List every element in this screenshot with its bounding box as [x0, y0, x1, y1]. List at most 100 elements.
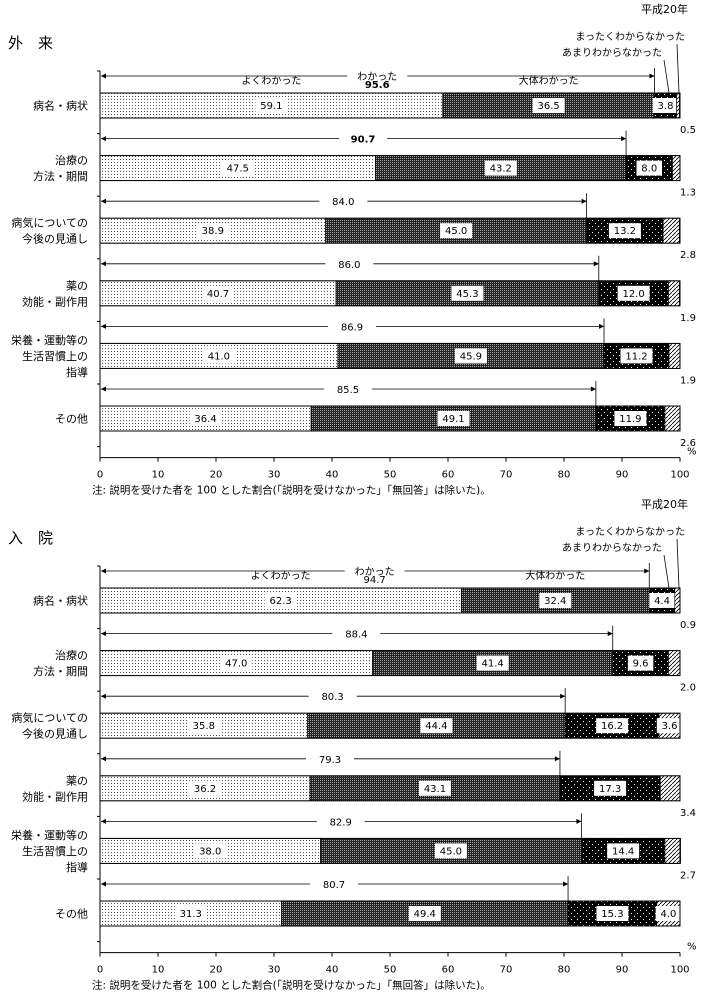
category-label: 今後の見通し	[22, 727, 88, 741]
footnote: 注: 説明を受けた者を 100 とした割合(「説明を受けなかった」「無回答」は除…	[92, 979, 491, 990]
category-label: 効能・副作用	[22, 294, 88, 308]
data-label: 1.3	[680, 188, 696, 199]
understood-total: 86.0	[338, 260, 360, 271]
arrow-head	[101, 323, 106, 329]
x-tick-label: 60	[442, 965, 455, 976]
arrow-head	[649, 73, 655, 79]
arrow-head	[576, 818, 582, 824]
bar-segment-4	[664, 838, 681, 864]
category-label: 治療の	[55, 648, 88, 662]
arrow-head	[581, 198, 587, 204]
data-label-bg	[532, 98, 565, 113]
data-label-bg	[652, 98, 679, 113]
x-tick-label: 50	[384, 965, 397, 976]
data-label: 38.9	[202, 226, 224, 237]
data-label: 4.0	[660, 909, 676, 920]
category-label: 病気についての	[11, 216, 88, 230]
category-label: 病名・病状	[33, 99, 88, 113]
data-label: 0.9	[680, 620, 696, 631]
data-label: 2.6	[680, 438, 696, 449]
year-label: 平成20年	[641, 497, 688, 511]
chart-title: 外 来	[8, 34, 53, 52]
data-label: 59.1	[260, 101, 282, 112]
data-label: 16.2	[601, 721, 623, 732]
data-label-bg	[434, 843, 467, 859]
data-label: 36.2	[194, 784, 216, 795]
arrow-head	[563, 881, 569, 887]
bar-segment-4	[668, 650, 681, 676]
data-label-bg	[596, 718, 629, 734]
x-tick-label: 100	[670, 470, 689, 481]
label-bg	[332, 626, 381, 641]
arrow-head	[101, 693, 106, 699]
bar-outline	[99, 92, 681, 119]
legend-leader-line	[663, 554, 670, 589]
understood-label: わかった	[357, 71, 397, 83]
data-label-bg	[255, 98, 288, 113]
category-label: 栄養・運動等の	[11, 828, 88, 842]
data-label: 3.4	[680, 808, 696, 819]
data-label: 36.4	[194, 414, 216, 425]
data-label: 31.3	[180, 909, 202, 920]
data-label-bg	[188, 780, 221, 796]
bar-segment-4	[662, 217, 680, 244]
category-label: 薬の	[66, 774, 88, 787]
data-label: 36.5	[537, 101, 559, 112]
x-tick-label: 20	[210, 470, 223, 481]
arrow-head	[593, 261, 599, 267]
data-label-bg	[221, 160, 254, 176]
data-label-bg	[655, 906, 682, 921]
arrow-head	[101, 136, 106, 142]
legend-label: 大体わかった	[519, 74, 579, 87]
arrow-head	[101, 386, 106, 392]
data-label-bg	[594, 780, 627, 796]
x-tick-label: 80	[558, 470, 571, 481]
label-bg	[344, 564, 405, 578]
legend-label: まったくわからなかった	[575, 31, 685, 43]
category-label: 効能・副作用	[22, 789, 88, 803]
x-tick-label: 90	[616, 965, 629, 976]
unit-label: %	[687, 447, 697, 458]
bar-segment-4	[659, 775, 681, 802]
bar-outline	[99, 587, 681, 614]
unit-label: %	[687, 942, 697, 953]
data-label-bg	[440, 223, 473, 239]
arrow-head	[101, 73, 106, 79]
category-label: 方法・期間	[33, 169, 88, 183]
bar-outline	[99, 342, 681, 369]
data-label-bg	[656, 718, 683, 734]
x-tick-label: 40	[326, 965, 339, 976]
data-label: 35.8	[193, 721, 215, 732]
understood-total: 79.3	[319, 755, 341, 766]
x-tick-label: 30	[268, 470, 281, 481]
bar-outline	[99, 217, 681, 244]
x-tick-label: 0	[97, 965, 103, 976]
x-tick-label: 70	[500, 965, 513, 976]
understood-total: 95.6	[365, 80, 390, 91]
x-tick-label: 10	[152, 470, 165, 481]
arrow-head	[101, 818, 106, 824]
arrow-head	[101, 631, 106, 637]
label-bg	[305, 751, 354, 766]
data-label-bg	[649, 593, 675, 608]
category-label: 方法・期間	[33, 664, 88, 678]
data-label: 2.8	[680, 250, 696, 261]
data-label-bg	[484, 160, 517, 176]
category-label: 病名・病状	[33, 594, 88, 608]
bar-outline	[99, 712, 681, 739]
understood-total: 80.7	[323, 880, 345, 891]
x-tick-label: 60	[442, 470, 455, 481]
category-label: 生活習慣上の	[22, 844, 88, 858]
data-label-bg	[437, 411, 470, 426]
data-label-bg	[187, 718, 220, 734]
understood-total: 88.4	[345, 630, 367, 641]
data-label-bg	[539, 593, 572, 608]
data-label: 49.4	[414, 909, 436, 920]
data-label: 45.0	[445, 226, 467, 237]
data-label: 13.2	[614, 226, 636, 237]
x-tick-label: 30	[268, 965, 281, 976]
data-label: 8.0	[641, 164, 657, 175]
bar-outline	[99, 155, 681, 182]
data-label-bg	[174, 906, 207, 921]
data-label: 9.6	[633, 659, 649, 670]
